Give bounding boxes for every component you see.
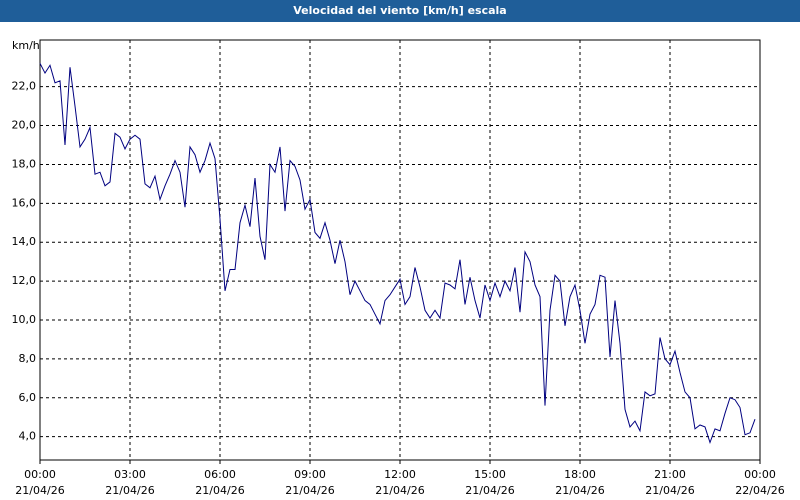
x-tick-date: 21/04/26 [195,484,244,497]
x-tick-label: 21:00 [654,468,686,481]
y-tick-label: 10,0 [12,313,37,326]
y-tick-label: 14,0 [12,235,37,248]
x-tick-label: 03:00 [114,468,146,481]
y-tick-label: 8,0 [19,352,37,365]
x-tick-date: 21/04/26 [375,484,424,497]
y-axis-unit: km/h [12,39,40,52]
x-tick-date: 21/04/26 [285,484,334,497]
x-tick-date: 21/04/26 [15,484,64,497]
y-tick-label: 6,0 [19,391,37,404]
y-tick-label: 20,0 [12,119,37,132]
y-tick-label: 22,0 [12,80,37,93]
y-tick-label: 4,0 [19,430,37,443]
y-tick-label: 18,0 [12,157,37,170]
x-tick-label: 18:00 [564,468,596,481]
wind-line [39,63,756,445]
x-tick-label: 09:00 [294,468,326,481]
x-tick-date: 21/04/26 [465,484,514,497]
x-tick-label: 12:00 [384,468,416,481]
y-tick-label: 16,0 [12,196,37,209]
x-tick-label: 06:00 [204,468,236,481]
x-tick-date: 21/04/26 [645,484,694,497]
chart-title: Velocidad del viento [km/h] escala [293,4,506,17]
title-bar [0,0,800,22]
x-tick-label: 00:00 [24,468,56,481]
x-tick-date: 21/04/26 [105,484,154,497]
y-tick-label: 12,0 [12,274,37,287]
x-tick-label: 00:00 [744,468,776,481]
x-tick-label: 15:00 [474,468,506,481]
x-tick-date: 21/04/26 [555,484,604,497]
x-tick-date: 22/04/26 [735,484,784,497]
